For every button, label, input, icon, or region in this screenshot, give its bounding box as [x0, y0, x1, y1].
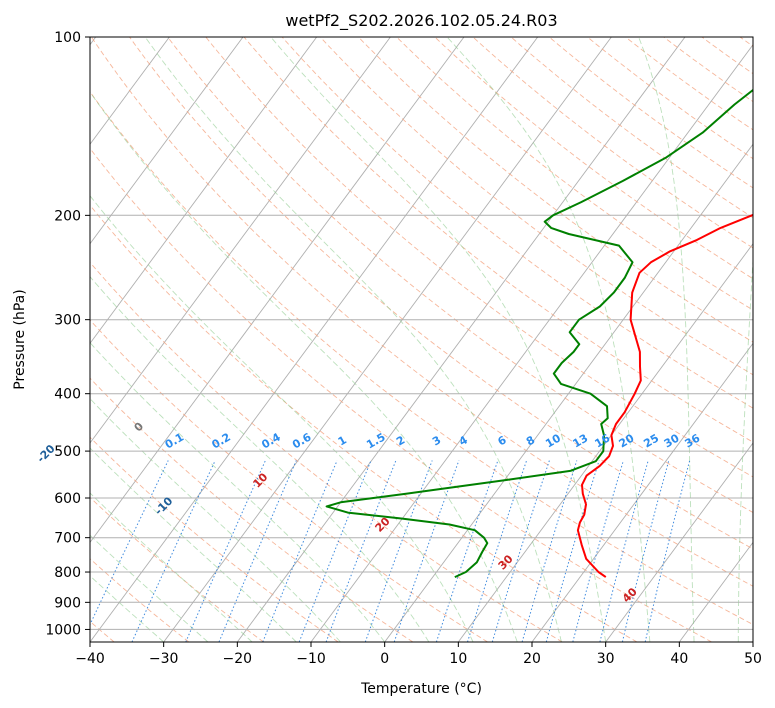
isotherm-line	[236, 37, 686, 642]
isotherm-line	[531, 342, 753, 642]
y-tick-label: 700	[54, 531, 81, 547]
dry-adiabat-line	[129, 37, 753, 550]
mixing-ratio-line	[599, 460, 649, 642]
isotherm-line	[310, 43, 753, 642]
moist-adiabat-line	[144, 37, 562, 642]
mixing-ratio-line	[644, 460, 691, 642]
x-tick-label: −30	[149, 651, 179, 667]
isotherm-line	[90, 37, 244, 245]
dry-adiabat-line	[90, 147, 712, 642]
dry-adiabat-line	[281, 37, 753, 409]
mixing-ratio-line	[298, 460, 372, 642]
y-tick-label: 400	[54, 387, 81, 403]
dry-adiabat-line	[472, 37, 753, 249]
mixing-ratio-line	[325, 460, 397, 642]
y-tick-label: 800	[54, 565, 81, 581]
y-axis-title: Pressure (hPa)	[12, 289, 28, 389]
dewpoint-profile-line	[325, 88, 753, 579]
x-tick-label: −20	[223, 651, 253, 667]
y-axis-ticks: 100 200 300 400 500 600 700 800 900 1000	[45, 30, 90, 638]
isotherm-line	[90, 37, 318, 345]
moist-adiabat-line	[446, 37, 651, 642]
y-tick-label: 900	[54, 595, 81, 611]
dry-adiabat-line	[90, 204, 638, 642]
x-axis-title: Temperature (°C)	[360, 681, 482, 697]
x-axis-ticks: −40 −30 −20 −10 0 10 20 30 40 50	[75, 642, 762, 667]
moist-adiabat-line	[90, 447, 297, 642]
y-tick-label: 300	[54, 313, 81, 329]
x-tick-label: 30	[597, 651, 615, 667]
isotherm-line	[90, 37, 170, 146]
moist-adiabat-line	[90, 195, 474, 642]
dry-adiabat-line	[90, 261, 563, 642]
isotherm-line	[90, 37, 465, 544]
plot-frame	[89, 36, 754, 643]
background-lines	[90, 37, 753, 642]
moist-adiabat-line	[90, 342, 386, 642]
y-tick-label: 500	[54, 444, 81, 460]
moist-adiabat-line	[90, 575, 165, 642]
moist-adiabat-line	[90, 534, 209, 642]
dry-adiabat-line	[90, 496, 264, 642]
isotherm-line	[605, 442, 753, 642]
mixing-ratio-line	[218, 460, 297, 642]
isotherm-line	[384, 143, 753, 642]
x-tick-label: 20	[523, 651, 541, 667]
dry-adiabat-line	[167, 37, 753, 513]
dry-adiabat-line	[396, 37, 753, 311]
x-tick-label: −40	[75, 651, 105, 667]
isotherm-line	[457, 243, 753, 642]
temperature-profile-line	[576, 213, 753, 578]
moist-adiabat-line	[90, 91, 518, 642]
dry-adiabat-line	[319, 37, 753, 376]
dry-adiabat-line	[90, 90, 753, 626]
y-tick-label: 100	[54, 30, 81, 46]
x-tick-label: −10	[296, 651, 326, 667]
y-tick-label: 200	[54, 208, 81, 224]
moist-adiabat-line	[638, 37, 695, 642]
mixing-ratio-line	[572, 460, 624, 642]
mixing-ratio-line	[435, 460, 499, 642]
moist-adiabat-line	[270, 37, 607, 642]
mixing-ratio-line	[621, 460, 670, 642]
isotherm-line	[90, 37, 539, 642]
y-tick-label: 1000	[45, 622, 81, 638]
mixing-ratio-line	[364, 460, 433, 642]
mixing-ratio-line	[262, 460, 338, 642]
x-tick-label: 0	[380, 651, 389, 667]
x-tick-label: 10	[449, 651, 467, 667]
dry-adiabat-line	[243, 37, 753, 443]
moist-adiabat-line	[90, 276, 430, 642]
x-tick-label: 40	[670, 651, 688, 667]
mixing-ratio-line	[393, 460, 460, 642]
dry-adiabat-line	[548, 37, 753, 189]
dry-adiabat-line	[205, 37, 753, 478]
mixing-ratio-line	[90, 460, 169, 626]
series-layer	[325, 88, 753, 579]
isotherm-line	[163, 37, 612, 642]
y-tick-label: 600	[54, 491, 81, 507]
x-tick-label: 50	[744, 651, 762, 667]
chart-title: wetPf2_S202.2026.102.05.24.R03	[285, 11, 557, 31]
moist-adiabat-line	[737, 252, 753, 642]
isotherm-line	[90, 37, 391, 444]
moist-adiabat-line	[90, 397, 341, 642]
dry-adiabat-line	[434, 37, 753, 280]
